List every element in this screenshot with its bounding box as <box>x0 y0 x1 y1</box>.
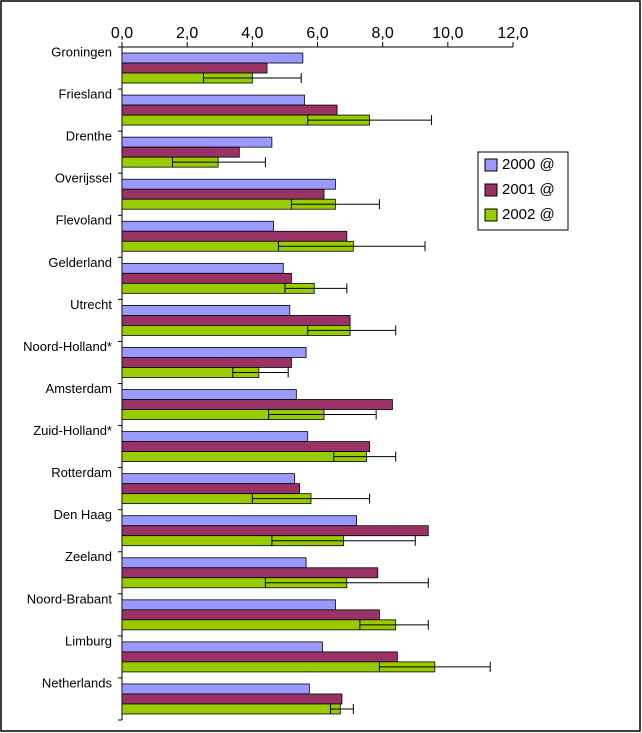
error-bar <box>330 703 354 714</box>
bar <box>121 262 284 274</box>
y-tick-label: Rotterdam <box>51 465 112 480</box>
y-tick-label: Overijssel <box>55 171 112 186</box>
bar <box>121 136 273 148</box>
y-tick-label: Groningen <box>51 44 112 59</box>
bar <box>121 451 367 462</box>
legend-label: 2001 @ <box>502 181 555 198</box>
bar <box>121 483 300 495</box>
bar <box>121 431 309 442</box>
legend-label: 2002 @ <box>502 206 555 223</box>
error-bar <box>378 661 491 672</box>
y-tick-label: Netherlands <box>42 675 113 690</box>
bar <box>121 641 323 653</box>
y-tick-label: Noord-Brabant <box>27 591 113 606</box>
y-tick-label: Gelderland <box>48 255 112 270</box>
bar <box>121 399 393 410</box>
bar <box>121 315 351 326</box>
y-tick-label: Den Haag <box>53 507 112 522</box>
bar <box>121 567 379 579</box>
bar <box>121 441 371 452</box>
error-bar <box>251 493 371 504</box>
error-bar <box>202 73 302 84</box>
legend-swatch <box>484 208 498 222</box>
y-tick-label: Limburg <box>65 633 112 648</box>
error-bar <box>271 535 416 546</box>
bar <box>121 609 380 621</box>
bar <box>121 62 268 74</box>
y-tick-label: Zuid-Holland* <box>33 423 112 438</box>
x-tick-label: 0,0 <box>111 25 133 42</box>
x-tick-label: 8,0 <box>372 25 394 42</box>
y-tick-label: Flevoland <box>56 213 112 228</box>
bar <box>121 651 398 663</box>
error-bar <box>307 325 397 336</box>
error-bar <box>268 409 377 420</box>
bar <box>121 272 292 284</box>
bar <box>121 188 325 200</box>
legend-label: 2000 @ <box>502 156 555 173</box>
bar <box>121 515 358 527</box>
error-bar <box>307 115 433 126</box>
bar <box>121 693 343 705</box>
error-bar <box>290 199 380 210</box>
x-tick-label: 12,0 <box>497 25 528 42</box>
error-bar <box>232 367 289 378</box>
error-bar <box>284 283 348 294</box>
y-tick-label: Amsterdam <box>46 381 112 396</box>
bar <box>121 389 297 400</box>
bar <box>121 146 240 158</box>
error-bar <box>333 451 397 462</box>
bar <box>121 178 336 190</box>
error-bar <box>264 577 429 588</box>
y-tick-label: Zeeland <box>65 549 112 564</box>
y-tick-label: Friesland <box>59 87 112 102</box>
bar <box>121 703 341 715</box>
legend-swatch <box>484 183 498 197</box>
error-bar <box>359 619 429 630</box>
y-tick-label: Noord-Holland* <box>23 339 112 354</box>
x-tick-label: 2,0 <box>176 25 198 42</box>
bar <box>121 220 274 232</box>
error-bar <box>172 157 266 168</box>
bar <box>121 104 338 116</box>
bar <box>121 230 348 242</box>
bar <box>121 683 310 695</box>
bar <box>121 619 397 631</box>
bar <box>121 52 304 64</box>
bar <box>121 557 307 569</box>
error-bar <box>277 241 426 252</box>
x-tick-label: 10,0 <box>432 25 463 42</box>
bar <box>121 473 296 485</box>
bar <box>121 305 291 316</box>
bar <box>121 599 336 611</box>
bar <box>121 94 305 106</box>
legend-swatch <box>484 158 498 172</box>
x-tick-label: 6,0 <box>306 25 328 42</box>
bar <box>121 357 292 368</box>
y-tick-label: Utrecht <box>70 297 112 312</box>
bar <box>121 347 307 358</box>
y-tick-label: Drenthe <box>66 129 112 144</box>
x-tick-label: 4,0 <box>241 25 263 42</box>
bar <box>121 525 429 537</box>
